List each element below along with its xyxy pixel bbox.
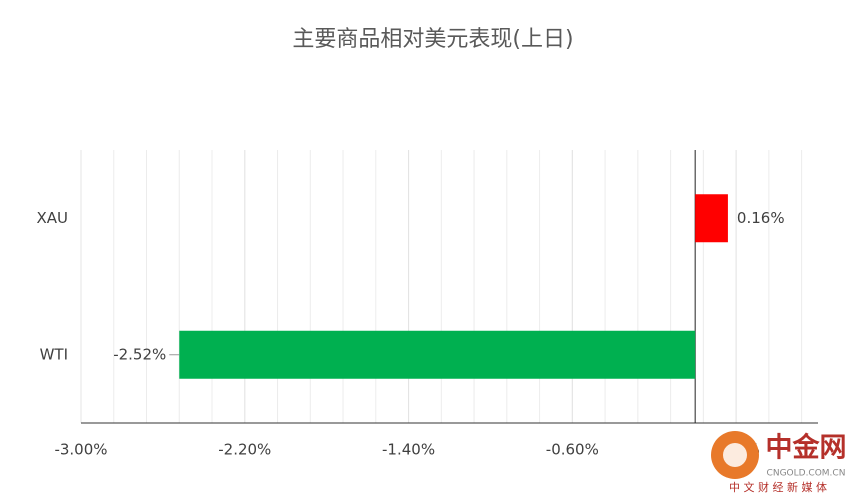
watermark-site: CNGOLD.COM.CN (767, 469, 846, 479)
x-tick-label: -1.40% (382, 441, 435, 459)
watermark-logo-inner (723, 443, 747, 467)
x-tick-label: -2.20% (218, 441, 271, 459)
x-tick-label: -3.00% (54, 441, 107, 459)
watermark-slogan: 中 文 财 经 新 媒 体 (729, 480, 827, 494)
x-tick-label: -0.60% (546, 441, 599, 459)
value-label: 0.16% (737, 209, 785, 227)
watermark: 中金网 CNGOLD.COM.CN 中 文 财 经 新 媒 体 (711, 431, 847, 494)
y-tick-label: XAU (36, 209, 68, 227)
watermark-brand: 中金网 (766, 432, 847, 464)
bar (179, 330, 696, 379)
chart-title: 主要商品相对美元表现(上日) (292, 27, 573, 52)
bar (695, 194, 728, 243)
y-tick-label: WTI (40, 345, 68, 363)
value-label: -2.52% (113, 345, 166, 363)
